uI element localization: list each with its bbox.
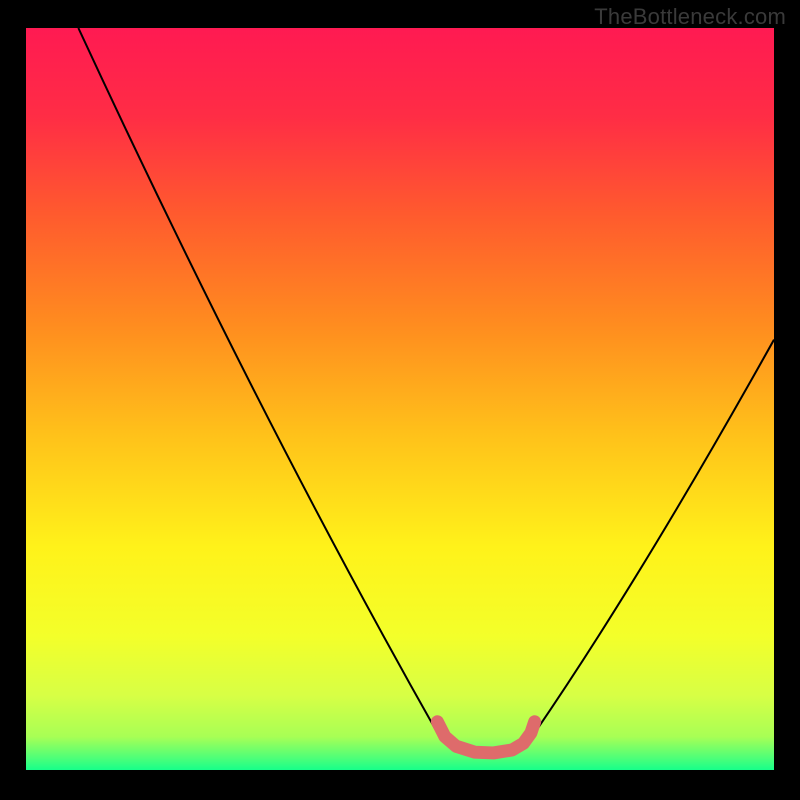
bottleneck-curve-chart (26, 28, 774, 770)
plot-area (26, 28, 774, 770)
gradient-background (26, 28, 774, 770)
watermark-label: TheBottleneck.com (594, 4, 786, 30)
chart-frame: TheBottleneck.com (0, 0, 800, 800)
